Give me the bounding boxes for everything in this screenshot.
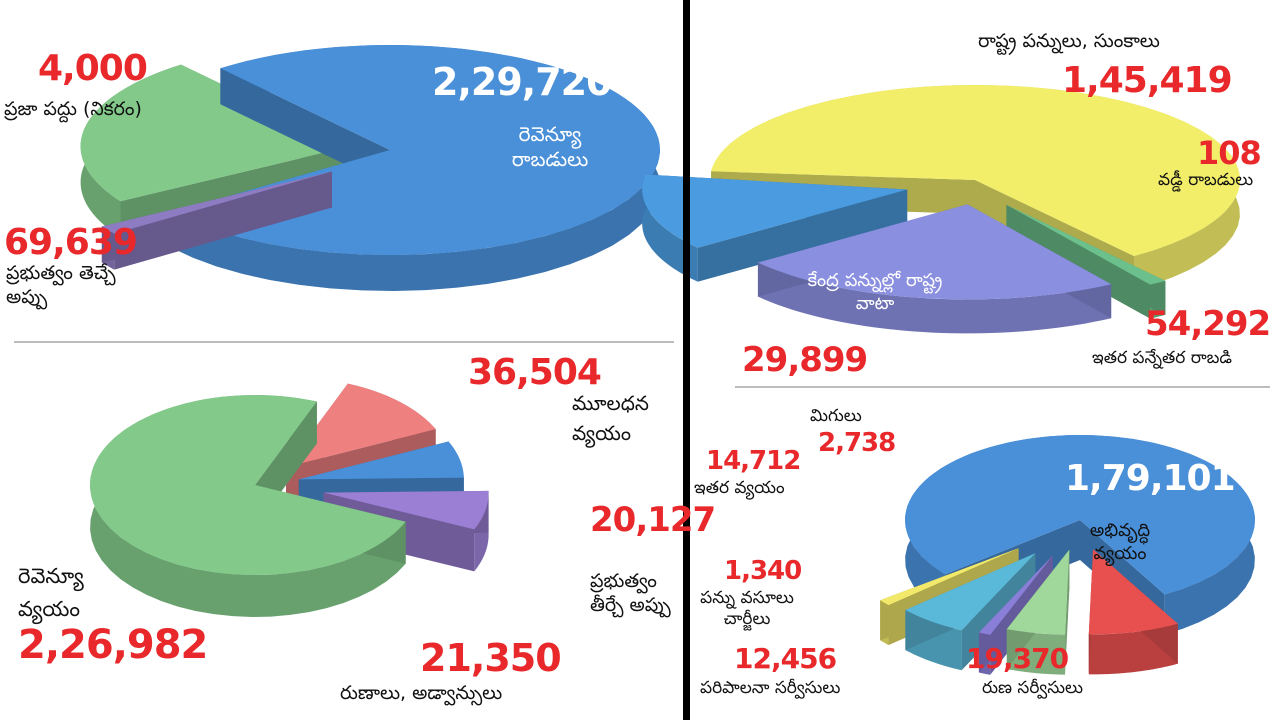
development-expenditure-label: అభివృద్ధి వ్యయం: [1089, 520, 1151, 564]
debt-repayment-value: 20,127: [590, 500, 716, 540]
pie-slice-face: [101, 171, 332, 263]
loans-advances-label: రుణాలు, అడ్వాన్సులు: [340, 682, 503, 704]
pie-slice-top: [1088, 549, 1178, 635]
state-taxes-label: రాష్ట్ర పన్నులు, సుంకాలు: [978, 30, 1160, 52]
pie-slice-top: [286, 383, 436, 468]
pie-slice-top: [880, 548, 1019, 606]
administrative-services-value: 12,456: [734, 642, 837, 675]
tax-collection-value: 1,340: [724, 556, 802, 586]
pie-slice-top: [323, 490, 489, 530]
pie-slice-top: [89, 395, 406, 575]
pie-slice-top: [711, 85, 1240, 257]
pie-bottom-right: [880, 435, 1255, 675]
tax-collection-label: పన్ను వసూలు చార్జీలు: [700, 588, 794, 630]
pie-slice-top: [978, 555, 1053, 635]
administrative-services-label: పరిపాలనా సర్వీసులు: [700, 678, 841, 698]
pie-slice-face: [220, 68, 390, 186]
pie-top-right: [642, 85, 1240, 334]
other-expenditure-value: 14,712: [706, 446, 801, 476]
vertical-divider: [683, 0, 690, 720]
pie-slice: [101, 171, 332, 270]
pie-slice: [1006, 204, 1166, 319]
state-taxes-value: 1,45,419: [1062, 60, 1233, 101]
development-expenditure-value: 1,79,101: [1065, 458, 1236, 499]
pie-slice-top: [298, 441, 464, 480]
pie-slice: [1088, 549, 1178, 675]
pie-slice-face: [978, 555, 1053, 673]
revenue-expenditure-value: 2,26,982: [18, 622, 208, 668]
pie-slice-top: [80, 64, 351, 202]
loans-advances-value: 21,350: [420, 636, 562, 680]
revenue-expenditure-label: రెవెన్యూ వ్యయం: [18, 564, 84, 621]
govt-borrowing-value: 69,639: [4, 222, 138, 263]
pie-bottom-left: [89, 383, 489, 617]
pie-slice: [89, 395, 406, 617]
pie-slice: [757, 204, 1112, 334]
pie-slice-face: [1006, 204, 1151, 319]
pie-slice-top: [1006, 549, 1070, 635]
govt-borrowing-label: ప్రభుత్వం తెచ్చే అప్పు: [6, 262, 116, 308]
debt-repayment-label: ప్రభుత్వం తీర్చే అప్పు: [590, 570, 671, 616]
capital-expenditure-value: 36,504: [468, 352, 602, 393]
non-tax-revenue-value: 54,292: [1145, 304, 1271, 344]
revenue-receipts-value: 2,29,720: [432, 60, 613, 104]
non-tax-revenue-label: ఇతర పన్నేతర రాబడి: [1092, 348, 1232, 368]
central-share-value: 29,899: [742, 340, 868, 380]
pie-slice-side: [711, 85, 1240, 291]
pie-slice-top: [642, 174, 908, 248]
pie-top-left: [80, 45, 660, 291]
interest-receipts-label: వడ్డీ రాబడులు: [1158, 170, 1254, 190]
interest-receipts-value: 108: [1197, 134, 1262, 172]
revenue-receipts-label: రెవెన్యూ రాబడులు: [511, 122, 589, 171]
horizontal-divider-right: [735, 386, 1270, 388]
central-share-label: కేంద్ర పన్నుల్లో రాష్ట్ర వాటా: [807, 270, 943, 314]
pie-slice-top: [1006, 204, 1166, 285]
pie-slice-side: [757, 262, 1112, 334]
other-expenditure-label: ఇతర వ్యయం: [694, 478, 785, 498]
horizontal-divider-left: [14, 341, 674, 343]
pie-slice-top: [101, 171, 332, 234]
surplus-value: 2,738: [818, 428, 896, 458]
pie-slice: [1006, 549, 1070, 675]
debt-services-value: 19,370: [966, 642, 1069, 675]
pie-slice-top: [757, 204, 1112, 300]
public-account-value: 4,000: [38, 48, 148, 89]
surplus-label: మిగులు: [810, 406, 862, 426]
public-account-label: ప్రజా పద్దు (నికరం): [4, 98, 142, 120]
pie-slice-top: [905, 553, 1036, 631]
pie-slice-top: [904, 435, 1255, 595]
capital-expenditure-label: మూలధన వ్యయం: [572, 391, 649, 445]
debt-services-label: రుణ సర్వీసులు: [982, 678, 1083, 698]
